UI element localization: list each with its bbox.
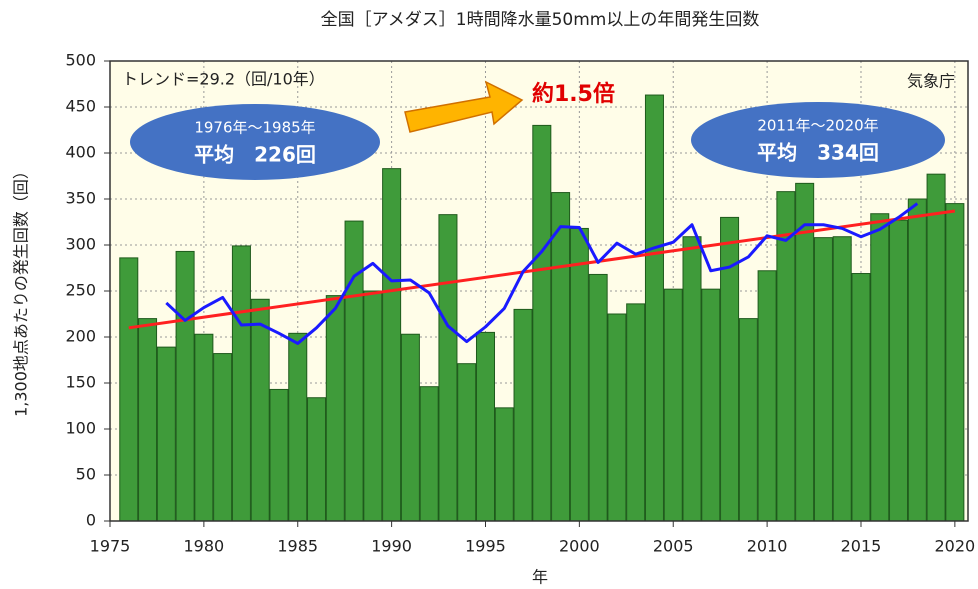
bar [644, 94, 664, 522]
bar [475, 331, 496, 522]
x-tick-label: 2005 [653, 537, 694, 556]
bar [663, 288, 683, 522]
bar [250, 298, 270, 522]
bar [419, 386, 439, 522]
bar [363, 290, 383, 522]
source: 気象庁 [907, 72, 955, 91]
bar [889, 219, 909, 522]
ratio-label: 約1.5倍 [532, 81, 615, 107]
moving-average-line [165, 202, 919, 345]
bar [926, 173, 946, 522]
bar [757, 270, 777, 522]
bar [400, 333, 420, 522]
y-tick-label: 50 [76, 465, 96, 484]
bar [382, 168, 402, 522]
y-tick-label: 450 [65, 97, 96, 116]
y-tick-label: 150 [65, 373, 96, 392]
bar [569, 227, 589, 522]
bar [513, 308, 533, 522]
bar [551, 192, 571, 522]
period-mean: 平均 226回 [194, 143, 316, 167]
bar [945, 203, 965, 522]
y-tick-label: 500 [65, 51, 96, 70]
bar [907, 198, 927, 522]
y-axis-label: 1,300地点あたりの発生回数（回） [12, 163, 31, 417]
y-tick-label: 400 [65, 143, 96, 162]
period-label: 1976年～1985年 [194, 119, 315, 137]
bar [682, 236, 702, 522]
period-mean: 平均 334回 [757, 141, 879, 165]
bar [119, 257, 139, 522]
y-tick-label: 0 [86, 511, 96, 530]
x-tick-label: 2010 [747, 537, 788, 556]
y-tick-label: 100 [65, 419, 96, 438]
bar [194, 333, 214, 522]
bar [325, 295, 345, 522]
bar [269, 388, 289, 522]
chart-title: 全国［アメダス］1時間降水量50mm以上の年間発生回数 [321, 10, 760, 30]
x-tick-label: 1990 [371, 537, 412, 556]
bar [851, 273, 871, 522]
x-tick-label: 1975 [90, 537, 131, 556]
x-tick-label: 2015 [841, 537, 882, 556]
bar [138, 318, 158, 522]
bar [738, 318, 758, 522]
y-tick-label: 250 [65, 281, 96, 300]
bar [626, 303, 646, 522]
bar [457, 363, 477, 522]
bar [231, 245, 251, 522]
x-tick-label: 2000 [559, 537, 600, 556]
bar [813, 237, 833, 522]
period-ellipse [130, 104, 380, 180]
bar [344, 220, 364, 522]
bar [438, 214, 458, 522]
x-tick-label: 1985 [277, 537, 318, 556]
bar [494, 407, 514, 522]
bar [832, 236, 852, 522]
bar [588, 273, 608, 522]
trend-line [128, 209, 956, 330]
period-label: 2011年～2020年 [757, 117, 878, 135]
x-tick-label: 1995 [465, 537, 506, 556]
x-tick-label: 1980 [184, 537, 225, 556]
bar [701, 288, 721, 522]
x-tick-label: 2020 [934, 537, 975, 556]
arrow [404, 80, 524, 133]
bar [607, 313, 627, 522]
period-ellipse [691, 102, 945, 178]
bar [156, 346, 176, 522]
bar [307, 397, 327, 522]
y-tick-label: 200 [65, 327, 96, 346]
bar [870, 213, 890, 522]
bar [213, 353, 233, 522]
trend-text: トレンド=29.2（回/10年） [122, 70, 325, 89]
y-tick-label: 300 [65, 235, 96, 254]
bar [532, 124, 552, 522]
y-tick-label: 350 [65, 189, 96, 208]
bar [288, 332, 308, 522]
bar [175, 250, 195, 522]
x-axis-label: 年 [532, 568, 548, 587]
